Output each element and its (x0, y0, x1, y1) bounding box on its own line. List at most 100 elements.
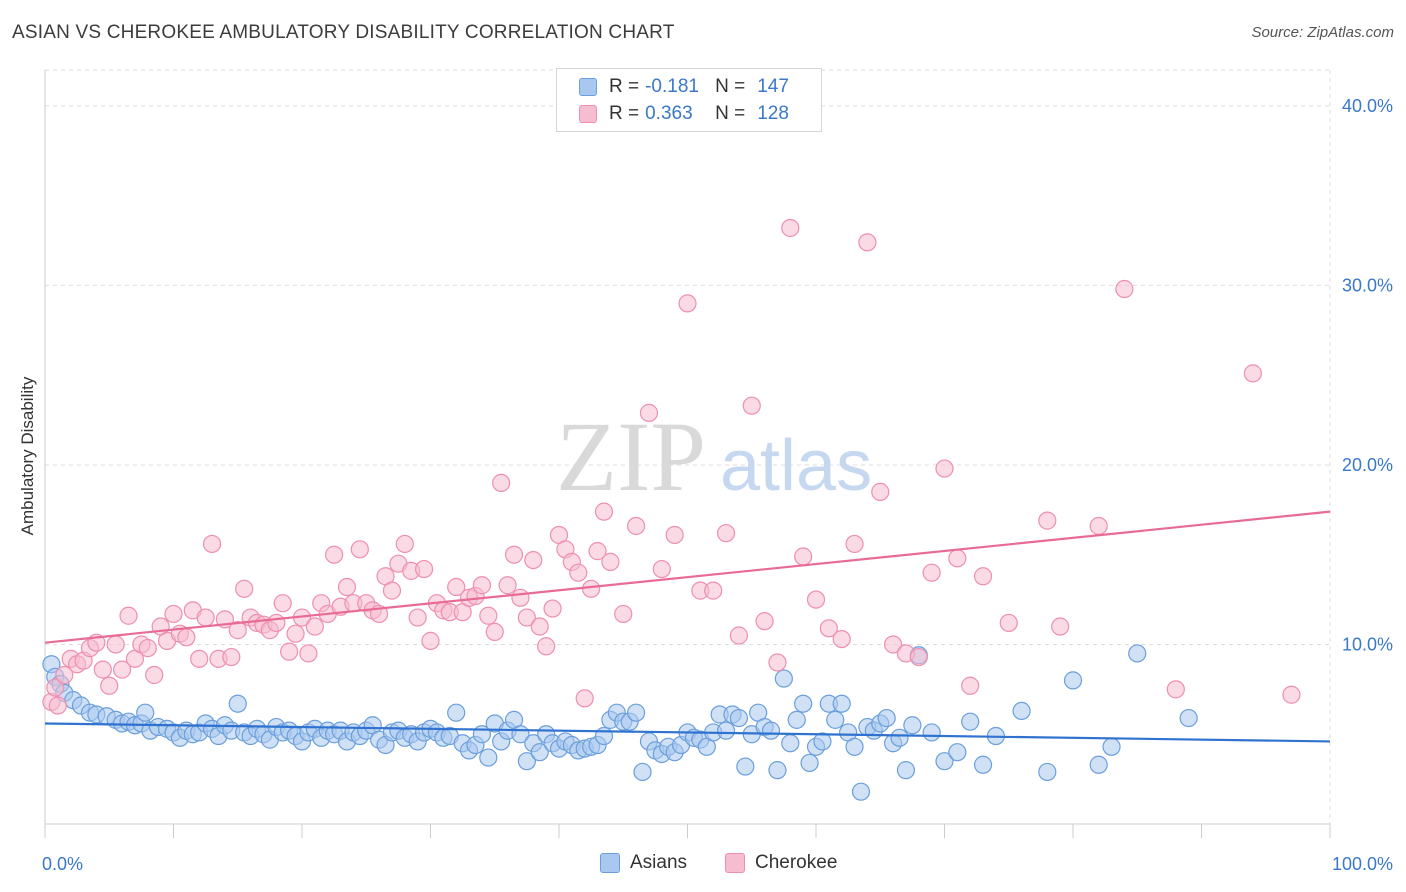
asian-point (781, 734, 800, 753)
cherokee-point (729, 626, 749, 645)
cherokee-point (1038, 511, 1057, 530)
cherokee-points (42, 218, 1301, 715)
watermark-atlas: atlas (720, 426, 872, 506)
tick-labels: 10.0% 20.0% 30.0% 40.0% 0.0% 100.0% (42, 96, 1393, 874)
asian-point (1063, 671, 1083, 690)
cherokee-point (883, 635, 903, 654)
asian-point (228, 694, 247, 713)
asian-point (845, 737, 864, 756)
cherokee-point (286, 624, 305, 643)
asian-point (877, 708, 896, 728)
cherokee-point (588, 542, 607, 561)
cherokee-point (421, 631, 440, 650)
chart-title: ASIAN VS CHEROKEE AMBULATORY DISABILITY … (12, 22, 675, 43)
cherokee-point (106, 635, 125, 654)
cherokee-point (382, 581, 402, 600)
asian-swatch (579, 78, 597, 96)
trend-lines (44, 510, 1331, 743)
cherokee-point (100, 676, 119, 695)
cherokee-point (973, 567, 993, 586)
cherokee-point (164, 604, 183, 624)
asian-point (813, 732, 832, 751)
cherokee-trend-line (44, 510, 1331, 644)
asian-point (1012, 701, 1031, 721)
cherokee-point (1243, 364, 1263, 383)
asian-point (729, 708, 749, 728)
asian-point (479, 748, 498, 767)
cherokee-point (601, 552, 620, 571)
cherokee-point (755, 612, 774, 631)
legend-row-cherokee: R = 0.363 N = 128 (579, 101, 789, 127)
cherokee-point (350, 540, 369, 559)
asian-point (961, 712, 980, 731)
asian-point (787, 710, 806, 729)
source-label: Source: ZipAtlas.com (1251, 24, 1394, 41)
cherokee-point (665, 525, 684, 545)
cherokee-point (55, 665, 74, 685)
cherokee-point (768, 653, 787, 672)
asian-point (626, 703, 646, 722)
asian-point (594, 726, 614, 746)
cherokee-point (704, 581, 723, 600)
asian-point (768, 761, 787, 780)
cherokee-point (228, 621, 247, 640)
cherokee-point (479, 606, 498, 625)
cherokee-point (806, 590, 826, 609)
cherokee-point (280, 642, 299, 661)
cherokee-point (626, 516, 646, 536)
y-tick-label: 10.0% (1342, 634, 1393, 654)
cherokee-point (871, 482, 890, 501)
legend-item-asians: Asians (600, 852, 687, 874)
cherokee-point (537, 637, 556, 656)
cherokee-point (1089, 516, 1108, 536)
cherokee-point (569, 563, 588, 582)
cherokee-point (112, 660, 132, 679)
cherokee-point (594, 502, 614, 521)
cherokee-point (305, 617, 324, 636)
asian-point (832, 694, 851, 713)
cherokee-point (177, 628, 196, 647)
cherokee-point (472, 576, 491, 595)
cherokee-point (922, 563, 941, 582)
cherokee-point (337, 577, 357, 597)
asian-point (761, 721, 781, 740)
asian-point (774, 669, 793, 688)
watermark-zip: ZIP (556, 401, 706, 512)
asian-point (794, 694, 813, 713)
cherokee-point (93, 660, 112, 679)
asian-swatch (600, 853, 620, 873)
cherokee-point (395, 534, 414, 554)
cherokee-point (299, 644, 318, 663)
legend-r-value: -0.181 (645, 76, 699, 97)
cherokee-point (504, 545, 524, 564)
asian-point (1179, 708, 1198, 728)
cherokee-point (235, 579, 254, 598)
cherokee-point (517, 608, 536, 627)
cherokee-point (845, 534, 864, 554)
legend-row-asians: R = -0.181 N = 147 (579, 74, 789, 100)
cherokee-point (819, 619, 838, 638)
legend-label-cherokee: Cherokee (755, 852, 838, 873)
cherokee-point (794, 547, 813, 566)
cherokee-point (524, 550, 543, 570)
cherokee-point (575, 689, 594, 708)
cherokee-point (1115, 279, 1134, 299)
asian-point (517, 752, 536, 771)
series-legend: Asians Cherokee (0, 852, 1406, 878)
cherokee-point (1282, 685, 1301, 704)
correlation-legend: R = -0.181 N = 147 R = 0.363 N = 128 (556, 68, 822, 132)
asian-points (42, 644, 1198, 801)
cherokee-point (447, 577, 466, 597)
asian-point (896, 761, 916, 780)
asian-point (973, 755, 993, 774)
cherokee-point (909, 647, 928, 667)
asian-point (1102, 737, 1121, 756)
cherokee-point (138, 638, 157, 658)
cherokee-point (1166, 680, 1185, 699)
cherokee-point (414, 559, 434, 579)
watermark: ZIP atlas (556, 401, 872, 512)
cherokee-point (492, 473, 511, 493)
cherokee-point (935, 459, 954, 478)
asian-point (716, 721, 736, 740)
